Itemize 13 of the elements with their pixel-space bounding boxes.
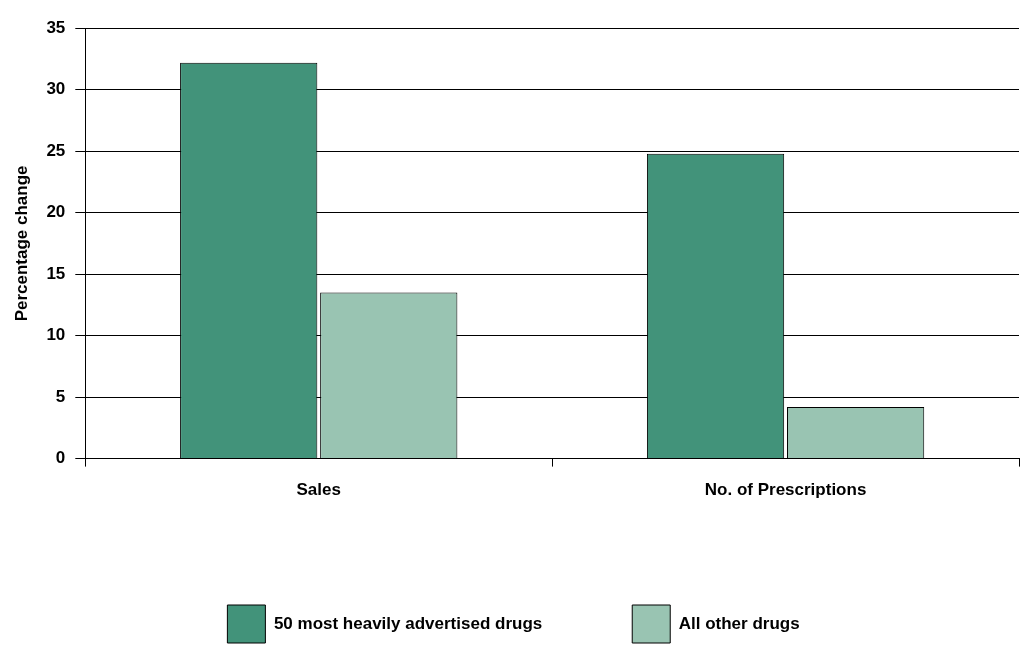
y-axis-title: Percentage change	[11, 165, 31, 322]
y-tick-label: 20	[46, 202, 66, 222]
y-tick-label: 5	[55, 386, 66, 406]
x-tick-label: Sales	[296, 480, 341, 500]
legend-label: 50 most heavily advertised drugs	[273, 613, 543, 633]
y-tick-label: 30	[46, 79, 66, 99]
x-tick-label: No. of Prescriptions	[704, 480, 867, 500]
y-tick-label: 25	[46, 140, 66, 160]
y-tick-label: 35	[46, 17, 66, 37]
y-tick-label: 0	[55, 448, 66, 468]
y-tick-label: 15	[46, 263, 66, 283]
legend-label: All other drugs	[678, 613, 800, 633]
y-tick-label: 10	[46, 325, 66, 345]
